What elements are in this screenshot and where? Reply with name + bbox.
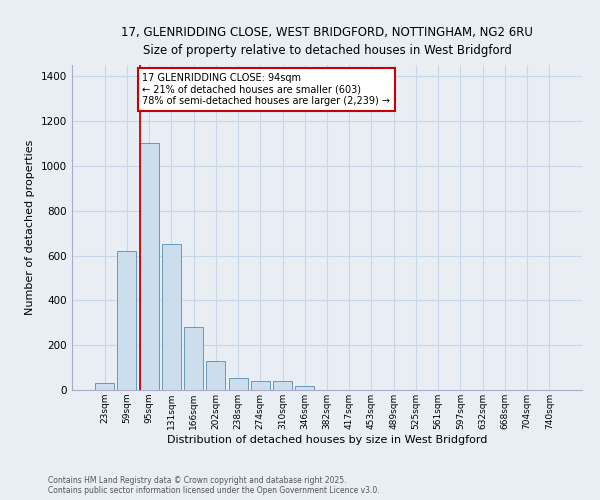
Bar bbox=[206, 361, 225, 390]
Text: 17 GLENRIDDING CLOSE: 94sqm
← 21% of detached houses are smaller (603)
78% of se: 17 GLENRIDDING CLOSE: 94sqm ← 21% of det… bbox=[142, 73, 391, 106]
Text: Contains HM Land Registry data © Crown copyright and database right 2025.
Contai: Contains HM Land Registry data © Crown c… bbox=[48, 476, 380, 495]
Bar bbox=[273, 381, 292, 390]
Bar bbox=[140, 144, 158, 390]
X-axis label: Distribution of detached houses by size in West Bridgford: Distribution of detached houses by size … bbox=[167, 434, 487, 444]
Bar bbox=[162, 244, 181, 390]
Bar bbox=[184, 327, 203, 390]
Bar bbox=[295, 386, 314, 390]
Title: 17, GLENRIDDING CLOSE, WEST BRIDGFORD, NOTTINGHAM, NG2 6RU
Size of property rela: 17, GLENRIDDING CLOSE, WEST BRIDGFORD, N… bbox=[121, 26, 533, 57]
Bar bbox=[251, 381, 270, 390]
Y-axis label: Number of detached properties: Number of detached properties bbox=[25, 140, 35, 315]
Bar bbox=[118, 251, 136, 390]
Bar bbox=[95, 384, 114, 390]
Bar bbox=[229, 378, 248, 390]
